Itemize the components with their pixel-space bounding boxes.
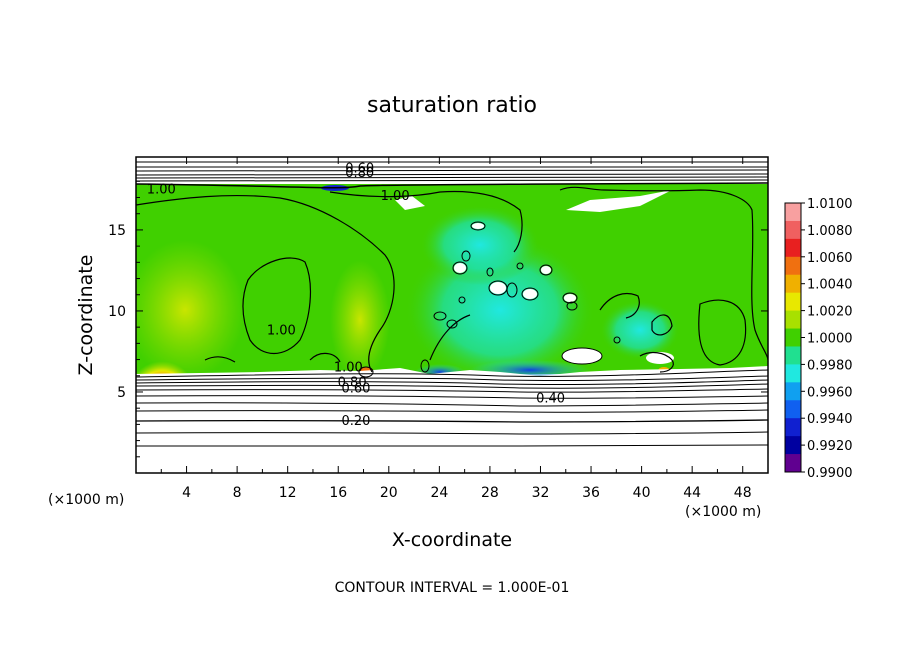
field-yellow-mid [330,260,390,380]
colorbar-label: 0.9980 [807,358,853,373]
void-blob6 [472,223,484,229]
colorbar-swatch [785,220,801,240]
colorbar-swatch [785,454,801,473]
colorbar-swatch [785,436,801,455]
contour-label: 0.80 [345,166,374,181]
contour-label: 0.20 [341,414,370,429]
colorbar-swatch [785,238,801,258]
void-blob5 [541,266,551,274]
x-tick-label: 28 [481,485,499,501]
x-tick-label: 20 [380,485,398,501]
colorbar-swatch [785,328,801,347]
x-tick-label: 4 [182,485,191,501]
field-cyan-right [600,300,680,360]
contour-labels: 0.600.801.00 1.001.001.000.800.600.400.20 [147,161,565,429]
x-tick-label: 12 [279,485,297,501]
contour-label: 1.00 [334,361,363,376]
x-tick-label: 36 [582,485,600,501]
chart-title: saturation ratio [367,93,537,118]
void-blob4 [564,294,576,302]
colorbar-swatch [785,400,801,419]
colorbar-label: 0.9940 [807,412,853,427]
x-tick-label: 24 [430,485,448,501]
void-blob1 [454,263,466,273]
colorbar-label: 1.0060 [807,251,853,266]
void-top-right [566,190,672,212]
colorbar-swatch [785,418,801,437]
contour-label: 0.40 [536,391,565,406]
x-axis-label: X-coordinate [392,529,512,551]
colorbar-swatch [785,364,801,383]
colorbar-label: 1.0100 [807,197,853,212]
contour-label: 0.60 [345,161,374,176]
plot-frame [135,156,769,474]
colorbar-swatch [785,310,801,330]
colorbar-swatch [785,256,801,276]
x-tick-label: 8 [233,485,242,501]
contour-label: 0.80 [338,375,367,390]
x-axis-ticks: 4 8 12 16 20 24 28 32 36 40 44 48 [160,157,752,501]
colorbar-label: 1.0020 [807,305,853,320]
plot-area [136,157,768,473]
colorbar-label: 0.9900 [807,466,853,481]
void-blob8 [646,352,674,364]
contour-label: 1.00 [147,182,176,197]
contour-label: 0.60 [341,382,370,397]
colorbar-label: 0.9960 [807,385,853,400]
x-tick-label: 48 [734,485,752,501]
contour-blobs [358,221,621,378]
lower-isolines [136,369,768,447]
colorbar-label: 1.0040 [807,278,853,293]
x-tick-label: 16 [329,485,347,501]
contour-interval-note: CONTOUR INTERVAL = 1.000E-01 [335,580,570,596]
contour-label: 1.00 [267,323,296,338]
y-axis-ticks: 5 10 15 [108,180,768,458]
y-tick-label: 5 [117,385,126,401]
colorbar: 1.0100 1.0080 1.0060 1.0040 1.0020 1.0000 0.99… [784,197,853,481]
y-axis-label: Z-coordinate [75,255,97,376]
colorbar-swatch [785,274,801,294]
x-tick-label: 40 [633,485,651,501]
contours-100 [136,186,768,373]
void-blob7 [562,348,602,364]
void-top-mid [395,196,425,210]
colorbar-swatch [785,203,801,222]
x-unit-label: (×1000 m) [685,504,761,520]
colorbar-label: 0.9920 [807,439,853,454]
contour-label: 1.00 [381,189,410,204]
colorbar-swatch [785,382,801,401]
y-tick-label: 15 [108,223,126,239]
field-cyan-upper [420,205,540,285]
void-blob3 [523,289,537,299]
x-tick-label: 32 [532,485,550,501]
colorbar-swatch [785,346,801,365]
colorbar-label: 1.0080 [807,224,853,239]
colorbar-label: 1.0000 [807,332,853,347]
colorbar-swatch [785,292,801,312]
y-tick-label: 10 [108,304,126,320]
void-blob2 [490,282,506,294]
x-tick-label: 44 [683,485,701,501]
y-unit-label: (×1000 m) [48,492,124,508]
